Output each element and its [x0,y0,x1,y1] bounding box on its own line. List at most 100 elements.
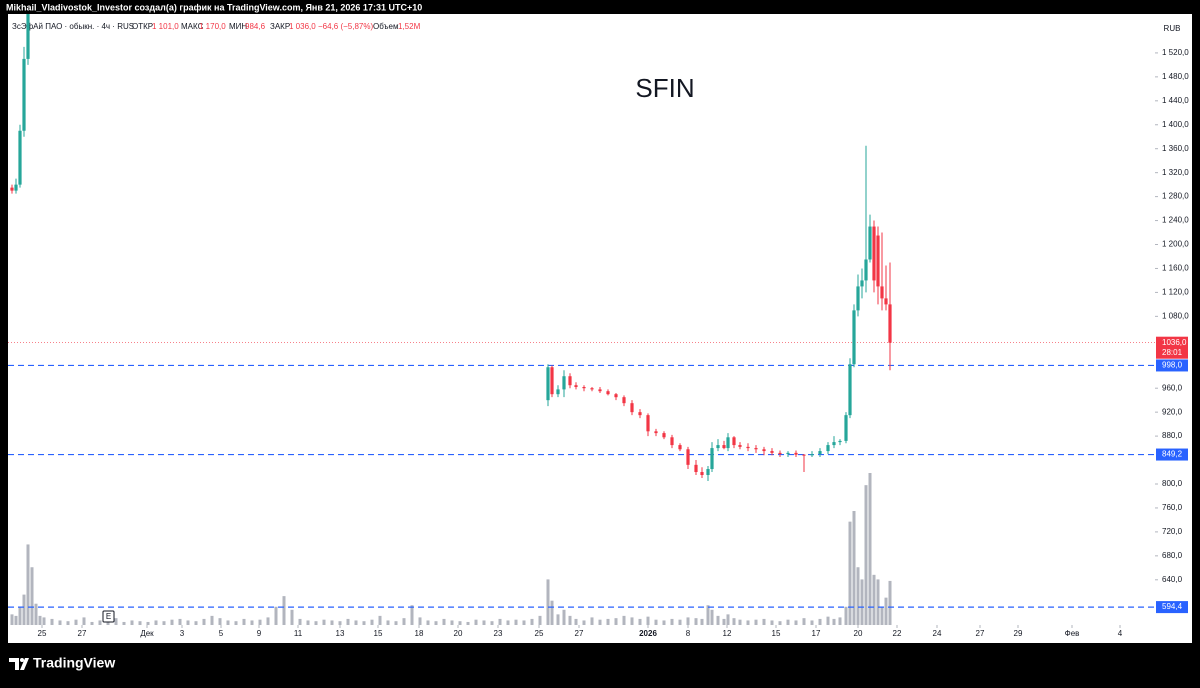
volume-bar [306,620,310,625]
candle-body [778,452,782,455]
volume-bar [826,616,830,625]
candle-body [786,452,790,455]
y-tick-label: 640,0 [1162,575,1183,584]
x-tick-label: 12 [723,629,732,638]
volume-bar [346,618,350,625]
y-tick-label: 760,0 [1162,503,1183,512]
volume-bar [354,620,358,625]
x-tick-label: 3 [180,629,185,638]
candle-body [706,469,710,476]
volume-bar [378,615,382,625]
volume-bar [218,618,222,625]
level-tag [1156,601,1188,614]
last-price-tag [1156,336,1188,359]
candle-body [694,464,698,473]
y-tick-label: 1 200,0 [1162,240,1189,249]
volume-bar [852,511,856,625]
candle-body [754,448,758,450]
volume-bar [402,618,406,625]
volume-bar [38,615,42,625]
legend: ЗсЭфАй ПАО · обыкн. · 4ч · RUS ОТКР 1 10… [12,22,421,31]
x-tick-label: 27 [575,629,584,638]
volume-bar [622,615,626,625]
low-value: 984,6 [245,22,266,31]
candle-body [546,367,550,401]
change: −64,6 (−5,87%) [318,22,373,31]
volume-bar [746,620,750,625]
volume-bar [274,606,278,625]
volume-bar [234,621,238,625]
volume-bar [18,606,22,625]
volume-bar [646,616,650,625]
event-marker-box [102,610,115,623]
candle-body [700,472,704,476]
candle-body [810,454,814,456]
x-tick-label: 25 [38,629,47,638]
candle-body [550,367,554,395]
footer-brand[interactable]: TradingView [33,655,115,671]
volume-bar [538,615,542,625]
volume-bar [568,615,572,625]
volume-bar [210,615,214,625]
y-tick-label: 1 400,0 [1162,120,1189,129]
volume-bar [700,618,704,625]
volume-bar [872,574,876,625]
volume-bar [638,618,642,625]
chart-area [8,14,1192,643]
volume-bar [186,620,190,625]
volume-bar [30,567,34,625]
volume-bar [726,614,730,625]
x-tick-label: 27 [78,629,87,638]
volume-bar [322,619,326,625]
volume-bar [410,605,414,625]
volume-bar [418,617,422,625]
volume-bar [838,617,842,625]
y-tick-label: 880,0 [1162,431,1183,440]
volume-bar [694,618,698,625]
volume-bar [282,596,286,625]
y-tick-label: 1 080,0 [1162,311,1189,320]
candle-body [630,403,634,413]
candle-body [574,385,578,388]
volume-bar [864,485,868,625]
y-tick-label: 1 240,0 [1162,216,1189,225]
candle-body [832,442,836,446]
volume-bar [848,521,852,625]
level-label: 849,2 [1162,450,1183,459]
footer-logo: TradingView [9,655,115,671]
volume-bar [226,620,230,625]
candle-body [746,446,750,449]
candle-body [646,415,650,432]
y-tick-label: 960,0 [1162,383,1183,392]
candle-body [884,298,888,305]
volume-value: 1,52M [398,22,421,31]
low-label: МИН [229,22,247,31]
x-tick-label: 24 [933,629,942,638]
candle-body [880,286,884,299]
volume-bar [90,621,94,625]
volume-bar [670,618,674,625]
volume-bar [868,473,872,625]
volume-bar [26,544,30,625]
volume-bar [58,620,62,625]
volume-bar [170,619,174,625]
candle-body [622,397,626,404]
volume-bar [426,620,430,625]
volume-bar [786,619,790,625]
y-tick-label: 1 320,0 [1162,168,1189,177]
volume-bar [860,579,864,625]
volume-bar [50,618,54,625]
volume-bar [22,594,26,625]
x-tick-label: Дек [140,629,154,638]
candle-body [794,452,798,455]
volume-bar [876,579,880,625]
volume-bar [498,618,502,625]
candle-body [802,454,806,456]
volume-bar [14,615,18,625]
volume-bar [802,618,806,625]
x-tick-label: 11 [294,629,303,638]
symbol: ЗсЭфАй ПАО · обыкн. · 4ч · RUS [12,22,134,31]
header-caption: Mikhail_Vladivostok_Investor создал(а) г… [6,2,422,12]
volume-bar [794,620,798,625]
candle-body [638,412,642,416]
